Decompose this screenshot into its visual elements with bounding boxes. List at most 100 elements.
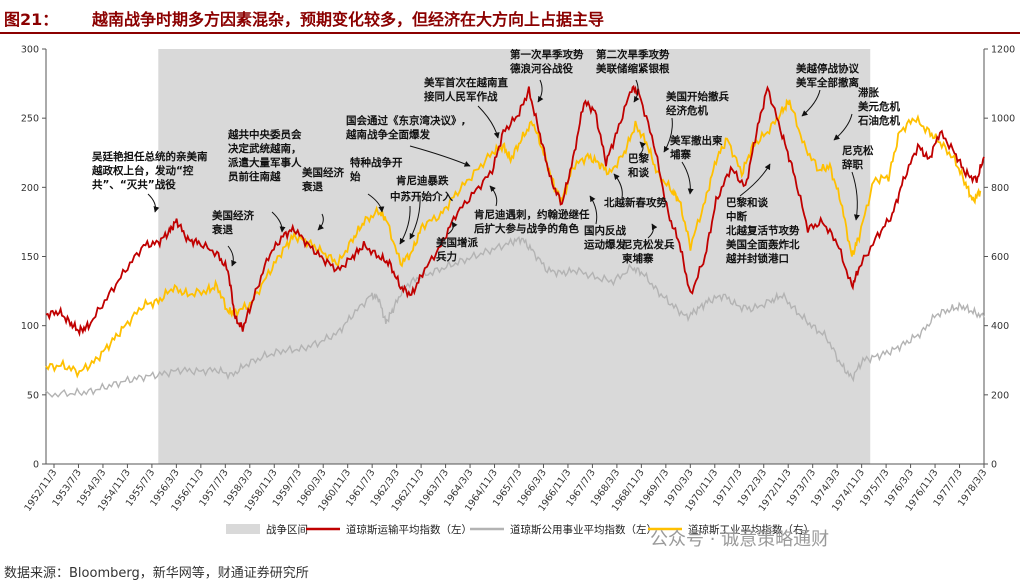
annotation-text: 吴廷艳担任总统的亲美南 <box>92 150 208 163</box>
annotation-text: 尼克松发兵 <box>622 238 675 251</box>
annotation-arrow <box>227 245 237 267</box>
legend-label-series-3: 道琼斯工业平均指数（右） <box>688 523 814 536</box>
annotation-arrow <box>801 89 821 117</box>
annotation-text: 北越新春攻势 <box>604 196 667 209</box>
annotation-text: 巴黎 <box>628 152 649 165</box>
annotation-arrow <box>271 211 286 233</box>
annotation-text: 越共中央委员会 <box>227 128 302 141</box>
annotations: 吴廷艳担任总统的亲美南越政权上台，发动“控共”、“灭共”战役美国经济衰退越共中央… <box>91 48 900 267</box>
annotation-arrow <box>317 213 324 231</box>
annotation-arrow <box>851 171 860 221</box>
annotation-text: 越并封锁港口 <box>725 252 789 265</box>
annotation-arrow <box>681 161 694 195</box>
annotation-text: 接同人民军作战 <box>424 90 498 103</box>
annotation-text: 美军撤出柬 <box>670 134 723 147</box>
annotation-arrow <box>633 79 640 103</box>
annotation-text: 始 <box>350 170 361 183</box>
annotation-text: 德浪河谷战役 <box>509 62 573 75</box>
figure-number: 图21： <box>4 10 59 29</box>
x-tick-label: 1952/11/3 <box>23 467 60 513</box>
figure-source: 数据来源：Bloomberg，新华网等，财通证券研究所 <box>4 566 309 581</box>
y-left-tick-label: 100 <box>21 321 39 332</box>
annotation-arrow <box>367 193 385 213</box>
annotation-arrow <box>537 79 544 103</box>
legend-label-war: 战争区间 <box>266 523 308 536</box>
annotation-text: 北越复活节攻势 <box>726 224 800 237</box>
annotation-text: 美元危机 <box>858 100 900 113</box>
annotation-text: 派遣大量军事人 <box>228 156 302 169</box>
y-right-tick-label: 200 <box>991 390 1009 401</box>
annotation-text: 美越停战协议 <box>796 62 859 75</box>
annotation-text: 柬埔寨 <box>621 252 654 265</box>
annotation-arrow <box>477 105 500 139</box>
line-chart: 0 50 100 150 200 250 300 0 200 400 600 800 1000 1200 1… <box>21 45 1015 537</box>
annotation-arrow <box>447 221 458 235</box>
y-left-tick-label: 0 <box>33 460 39 471</box>
annotation-arrow <box>739 163 771 197</box>
annotation-arrow <box>833 113 853 141</box>
legend-label-series-1: 道琼斯运输平均指数（左） <box>346 523 472 536</box>
annotation-text: 美国经济 <box>212 209 254 222</box>
annotation: 巴黎和谈 <box>627 141 649 179</box>
annotation-text: 越政权上台，发动“控 <box>91 164 194 177</box>
annotation-arrow <box>647 223 658 239</box>
annotation-arrow <box>613 173 623 199</box>
annotation-text: 美国增派 <box>436 236 478 249</box>
annotation-text: 美国全面轰炸北 <box>726 238 800 251</box>
legend-swatch-war <box>226 524 260 534</box>
y-left-tick-label: 50 <box>27 390 39 401</box>
annotation-arrow <box>399 205 411 245</box>
annotation-text: 衰退 <box>211 223 233 236</box>
y-left-tick-label: 200 <box>21 183 39 194</box>
y-right-tick-label: 1000 <box>991 114 1015 125</box>
annotation-text: 肯尼迪遇刺，约翰逊继任 <box>474 208 590 221</box>
y-right-tick-label: 600 <box>991 252 1009 263</box>
annotation-arrow <box>663 117 673 153</box>
y-left-tick-label: 250 <box>21 114 39 125</box>
series-line-2 <box>45 235 985 398</box>
legend: 战争区间 道琼斯运输平均指数（左） 道琼斯公用事业平均指数（左） 道琼斯工业平均指数（… <box>226 523 814 536</box>
annotation-arrow <box>409 145 471 167</box>
annotation-text: 员前往南越 <box>228 170 281 183</box>
annotation-text: 决定武统越南， <box>228 142 302 155</box>
watermark: 公众号 · 诚意策略通财 <box>650 529 830 550</box>
figure-title: 越南战争时期多方因素混杂，预期变化较多，但经济在大方向上占据主导 <box>92 10 605 29</box>
annotation-text: 兵力 <box>436 250 457 263</box>
y-right-tick-label: 1200 <box>991 45 1015 56</box>
annotation-arrow <box>409 195 421 240</box>
series-lines <box>45 84 985 398</box>
y-right-tick-label: 400 <box>991 321 1009 332</box>
series-line-1 <box>45 84 985 338</box>
series-line-3 <box>45 98 982 379</box>
annotation-text: 特种战争开 <box>350 156 403 169</box>
annotation-arrow <box>147 193 160 213</box>
annotation-text: 肯尼迪暴跌 <box>396 174 449 187</box>
y-left-tick-label: 150 <box>21 252 39 263</box>
annotation-arrow <box>639 141 646 155</box>
annotation-text: 运动爆发 <box>584 238 626 251</box>
annotation-text: 第二次旱季攻势 <box>596 48 670 61</box>
y-right-tick-label: 800 <box>991 183 1009 194</box>
annotation-text: 衰退 <box>301 180 323 193</box>
annotation-text: 美联储缩紧银根 <box>596 62 670 75</box>
annotation-text: 共”、“灭共”战役 <box>92 178 176 191</box>
annotation-text: 第一次旱季攻势 <box>510 48 584 61</box>
annotation-text: 国内反战 <box>584 224 626 237</box>
annotation-text: 经济危机 <box>666 104 708 117</box>
y-left-tick-label: 300 <box>21 45 39 56</box>
